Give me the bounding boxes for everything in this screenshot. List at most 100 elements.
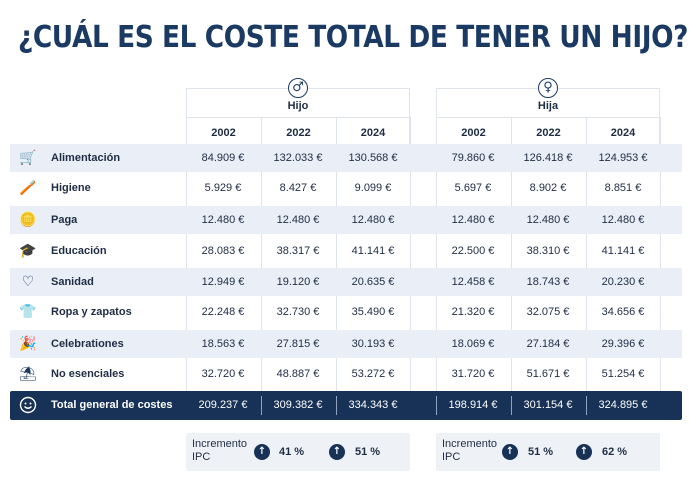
table-cell: 12.480 €	[201, 214, 245, 226]
total-cell: 309.382 €	[273, 399, 323, 411]
female-symbol-icon: ♀	[538, 78, 558, 98]
heart-pulse-icon: ♡	[21, 274, 35, 290]
increment-value: 51 %	[355, 446, 381, 458]
table-cell: 126.418 €	[523, 152, 573, 164]
column-divider	[660, 117, 661, 391]
arrow-up-icon: ↑	[254, 444, 270, 460]
header-divider	[436, 117, 660, 118]
table-cell: 29.396 €	[601, 338, 645, 350]
table-cell: 79.860 €	[451, 152, 495, 164]
table-cell: 51.254 €	[601, 368, 645, 380]
total-label: Total general de costes	[51, 399, 173, 411]
table-cell: 32.720 €	[201, 368, 245, 380]
column-divider	[261, 117, 262, 391]
table-cell: 18.563 €	[201, 338, 245, 350]
increment-label: Incremento IPC	[192, 438, 248, 463]
column-divider	[186, 117, 187, 391]
table-row: ♡ Sanidad 12.949 € 19.120 € 20.635 € 12.458 €…	[10, 268, 682, 296]
table-cell: 9.099 €	[354, 182, 392, 194]
table-cell: 41.141 €	[351, 245, 395, 257]
year-header: 2022	[286, 127, 311, 139]
table-cell: 8.902 €	[529, 182, 567, 194]
table-cell: 20.635 €	[351, 276, 395, 288]
table-cell: 22.248 €	[201, 306, 245, 318]
page-title: ¿CUÁL ES EL COSTE TOTAL DE TENER UN HIJO…	[18, 20, 688, 55]
column-divider	[410, 117, 411, 391]
table-cell: 12.458 €	[451, 276, 495, 288]
total-cell: 301.154 €	[523, 399, 573, 411]
column-divider	[511, 117, 512, 391]
table-row: 🎓 Educación 28.083 € 38.317 € 41.141 € 22.500…	[10, 237, 682, 265]
table-row: ⛱ No esenciales 32.720 € 48.887 € 53.272 € 31…	[10, 360, 682, 388]
total-divider	[436, 396, 437, 415]
row-label: Higiene	[51, 182, 91, 194]
row-label: No esenciales	[51, 368, 125, 380]
groceries-icon: 🛒	[19, 150, 37, 166]
table-cell: 32.730 €	[276, 306, 320, 318]
increment-value: 51 %	[528, 446, 554, 458]
smiley-face-icon	[18, 395, 38, 415]
total-divider	[586, 396, 587, 415]
table-row: 🛒 Alimentación 84.909 € 132.033 € 130.568 € 7…	[10, 144, 682, 172]
total-cell: 334.343 €	[348, 399, 398, 411]
table-cell: 18.743 €	[526, 276, 570, 288]
table-cell: 51.671 €	[526, 368, 570, 380]
increment-value: 62 %	[602, 446, 628, 458]
table-row: 🪙 Paga 12.480 € 12.480 € 12.480 € 12.480 € 12.…	[10, 206, 682, 234]
row-label: Celebrationes	[51, 338, 124, 350]
table-cell: 28.083 €	[201, 245, 245, 257]
table-cell: 84.909 €	[201, 152, 245, 164]
table-row: 🪥 Higiene 5.929 € 8.427 € 9.099 € 5.697 € 8.90…	[10, 174, 682, 202]
year-header: 2022	[536, 127, 561, 139]
table-cell: 12.480 €	[451, 214, 495, 226]
table-cell: 12.949 €	[201, 276, 245, 288]
increment-box-hijo: Incremento IPC ↑ 41 % ↑ 51 %	[186, 433, 410, 471]
table-cell: 31.720 €	[451, 368, 495, 380]
table-cell: 21.320 €	[451, 306, 495, 318]
hijo-label: Hijo	[287, 100, 309, 112]
increment-box-hija: Incremento IPC ↑ 51 % ↑ 62 %	[436, 433, 660, 471]
table-cell: 12.480 €	[601, 214, 645, 226]
table-cell: 30.193 €	[351, 338, 395, 350]
table-cell: 5.697 €	[454, 182, 492, 194]
total-cell: 324.895 €	[598, 399, 648, 411]
table-row: 🎉 Celebrationes 18.563 € 27.815 € 30.193 € 18…	[10, 330, 682, 358]
total-row: Total general de costes 209.237 € 309.38…	[10, 391, 682, 420]
table-cell: 8.427 €	[279, 182, 317, 194]
table-cell: 27.184 €	[526, 338, 570, 350]
year-header: 2002	[461, 127, 486, 139]
total-divider	[511, 396, 512, 415]
row-label: Sanidad	[51, 276, 94, 288]
increment-value: 41 %	[279, 446, 305, 458]
column-divider	[586, 117, 587, 391]
table-cell: 20.230 €	[601, 276, 645, 288]
table-cell: 12.480 €	[276, 214, 320, 226]
table-cell: 12.480 €	[526, 214, 570, 226]
total-cell: 198.914 €	[448, 399, 498, 411]
total-divider	[336, 396, 337, 415]
column-divider	[436, 117, 437, 391]
arrow-up-icon: ↑	[502, 444, 518, 460]
table-cell: 41.141 €	[601, 245, 645, 257]
arrow-up-icon: ↑	[329, 444, 345, 460]
table-cell: 19.120 €	[276, 276, 320, 288]
toothbrush-icon: 🪥	[19, 180, 37, 196]
hija-label: Hija	[537, 100, 559, 112]
table-cell: 53.272 €	[351, 368, 395, 380]
male-symbol-icon: ♂	[288, 78, 308, 98]
year-header: 2002	[211, 127, 236, 139]
column-divider	[336, 117, 337, 391]
row-label: Alimentación	[51, 152, 121, 164]
table-cell: 22.500 €	[451, 245, 495, 257]
row-label: Educación	[51, 245, 107, 257]
increment-label: Incremento IPC	[442, 438, 498, 463]
table-cell: 38.310 €	[526, 245, 570, 257]
header-divider	[186, 117, 410, 118]
party-popper-icon: 🎉	[19, 336, 37, 352]
row-label: Paga	[51, 214, 78, 226]
coins-icon: 🪙	[19, 212, 37, 228]
table-cell: 132.033 €	[273, 152, 323, 164]
table-cell: 5.929 €	[204, 182, 242, 194]
tshirt-icon: 👕	[19, 304, 37, 320]
table-cell: 32.075 €	[526, 306, 570, 318]
